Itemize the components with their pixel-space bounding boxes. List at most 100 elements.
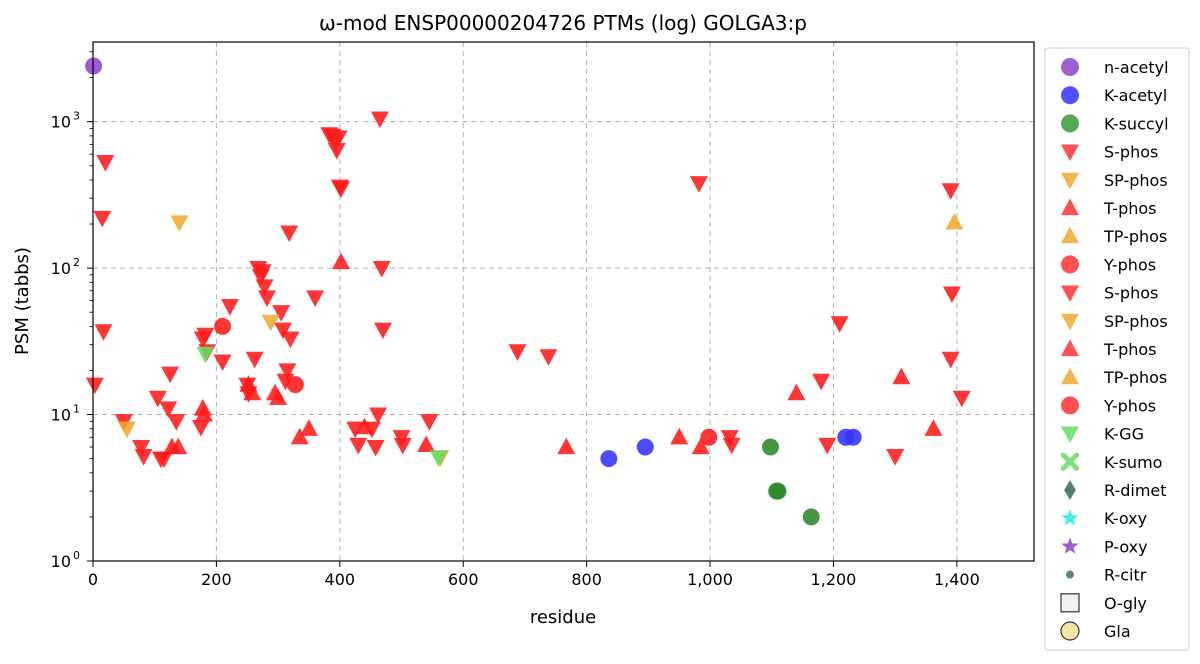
point-k-succyl [769,482,787,500]
point-k-acetyl [600,450,618,468]
point-t-phos [691,437,710,455]
point-s-phos-shape [278,363,297,380]
legend-marker-tp-phos [1061,367,1079,385]
point-k-acetyl [844,428,862,446]
legend-marker-t-phos-shape [1061,339,1079,357]
legend-label: TP-phos [1103,227,1167,246]
point-k-succyl-shape [769,482,787,500]
point-s-phos [332,181,351,198]
point-s-phos [94,324,113,341]
legend-marker-s-phos-shape [1061,144,1079,162]
point-t-phos [557,437,576,455]
point-t-phos [670,427,689,445]
point-t-phos [195,405,214,422]
point-s-phos [393,437,412,455]
y-tick-label: 10 [51,552,71,571]
point-s-phos [539,349,558,366]
point-s-phos-shape [255,279,274,296]
y-axis-label: PSM (tabbs) [12,247,33,355]
point-t-phos [299,419,318,436]
legend-marker-sp-phos-shape [1061,172,1079,190]
y-tick-exponent: 2 [73,256,80,269]
legend-marker-p-oxy-shape [1061,537,1079,554]
point-s-phos-shape [941,183,960,200]
point-s-phos-shape [96,154,115,172]
point-t-phos-shape [691,437,710,455]
x-tick-label: 1,000 [687,570,733,589]
point-s-phos [167,414,186,431]
point-t-phos [924,419,943,436]
point-s-phos-shape [812,373,831,391]
x-tick-label: 800 [571,570,602,589]
x-axis-label: residue [530,607,596,628]
point-sp-phos-shape [117,421,136,439]
y-tick-exponent: 0 [73,549,80,562]
legend-label: K-sumo [1104,453,1162,472]
point-s-phos [327,142,346,160]
point-s-phos [722,437,741,455]
point-s-phos [886,449,905,466]
legend-marker-k-acetyl [1061,86,1079,105]
point-s-phos [306,290,325,307]
point-s-phos [154,451,173,469]
point-s-phos-shape [366,439,385,457]
legend-marker-t-phos [1061,198,1079,216]
legend-marker-s-phos-shape [1061,285,1079,303]
legend-marker-sp-phos [1061,313,1079,331]
point-s-phos [220,299,239,316]
point-s-phos-shape [154,451,173,469]
legend-marker-n-acetyl [1061,58,1079,76]
point-t-phos [355,417,374,435]
point-s-phos-shape [85,377,104,395]
point-s-phos [349,437,368,455]
point-s-phos [132,439,151,457]
legend-label: Gla [1104,622,1131,641]
x-tick-label: 400 [325,570,356,589]
legend-marker-k-sumo-shape [1060,452,1080,472]
point-s-phos [245,351,264,369]
legend-marker-k-acetyl-shape [1061,86,1079,105]
point-t-phos-shape [892,367,911,385]
legend-marker-r-dimet-shape [1064,480,1076,500]
legend-marker-t-phos [1061,339,1079,357]
legend-marker-t-phos-shape [1061,198,1079,216]
point-y-phos-shape [700,428,718,446]
legend-marker-r-dimet [1064,480,1076,500]
point-s-phos [161,366,180,384]
legend-marker-r-citr-shape [1065,570,1075,579]
point-t-phos-shape [332,252,351,270]
point-k-succyl-shape [802,508,820,526]
legend-marker-gla-shape [1060,621,1080,641]
point-sp-phos [170,215,189,232]
point-t-phos-shape [355,417,374,435]
point-s-phos-shape [349,437,368,455]
point-s-phos [196,327,215,345]
grid-lines [93,42,1034,561]
point-s-phos [818,437,837,455]
legend-label: TP-phos [1103,368,1167,387]
point-s-phos [159,401,178,418]
point-t-phos-shape [195,405,214,422]
legend-marker-tp-phos-shape [1061,367,1079,385]
point-tp-phos [945,213,964,230]
legend-marker-s-phos [1061,285,1079,303]
legend-marker-p-oxy [1061,537,1079,554]
point-s-phos [191,420,210,437]
point-s-phos [370,111,389,129]
point-s-phos-shape [280,225,299,242]
point-s-phos-shape [508,344,527,361]
legend-marker-k-sumo [1060,452,1080,472]
point-s-phos-shape [374,322,393,340]
point-s-phos-shape [952,390,971,408]
point-k-succyl [762,438,780,456]
point-t-phos [417,435,436,453]
point-s-phos-shape [276,373,295,391]
point-s-phos [942,286,961,304]
y-tick-exponent: 3 [73,110,80,123]
point-s-phos-shape [281,331,300,349]
legend-marker-k-gg [1061,426,1079,444]
legend-label: SP-phos [1104,171,1168,190]
point-s-phos [372,261,391,278]
point-t-phos [269,388,288,405]
point-s-phos-shape [253,264,272,281]
